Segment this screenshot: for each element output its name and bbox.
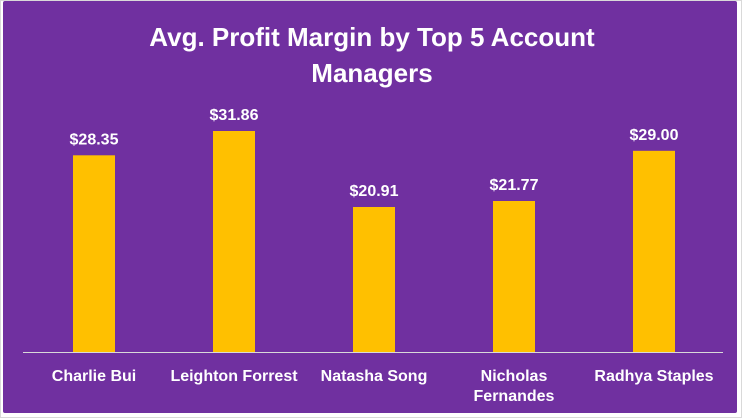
bar-1	[73, 155, 115, 352]
bar-3	[353, 207, 395, 352]
bar-5	[633, 150, 675, 352]
data-label-4: $21.77	[490, 177, 539, 194]
category-label-3: Natasha Song	[294, 367, 454, 387]
category-label-3-line-1: Natasha Song	[320, 368, 428, 385]
category-label-1: Charlie Bui	[14, 367, 174, 387]
bar-2	[213, 131, 255, 352]
chart-title-line-1: Avg. Profit Margin by Top 5 Account	[149, 22, 595, 52]
category-label-5-line-1: Radhya Staples	[594, 368, 714, 385]
data-label-1: $28.35	[70, 131, 119, 148]
chart-title-line-2: Managers	[311, 58, 433, 88]
chart-title: Avg. Profit Margin by Top 5 Account Mana…	[1, 19, 742, 91]
category-label-4: Nicholas Fernandes	[434, 367, 594, 407]
data-label-5: $29.00	[630, 127, 679, 144]
category-label-4-line-1: Nicholas	[480, 368, 548, 385]
category-label-2-line-1: Leighton Forrest	[170, 368, 298, 385]
data-label-3: $20.91	[350, 183, 399, 200]
category-label-1-line-1: Charlie Bui	[51, 368, 137, 385]
data-label-2: $31.86	[210, 107, 259, 124]
category-label-2: Leighton Forrest	[154, 367, 314, 387]
category-label-4-line-2: Fernandes	[473, 388, 555, 405]
bar-4	[493, 201, 535, 352]
category-label-5: Radhya Staples	[574, 367, 734, 387]
